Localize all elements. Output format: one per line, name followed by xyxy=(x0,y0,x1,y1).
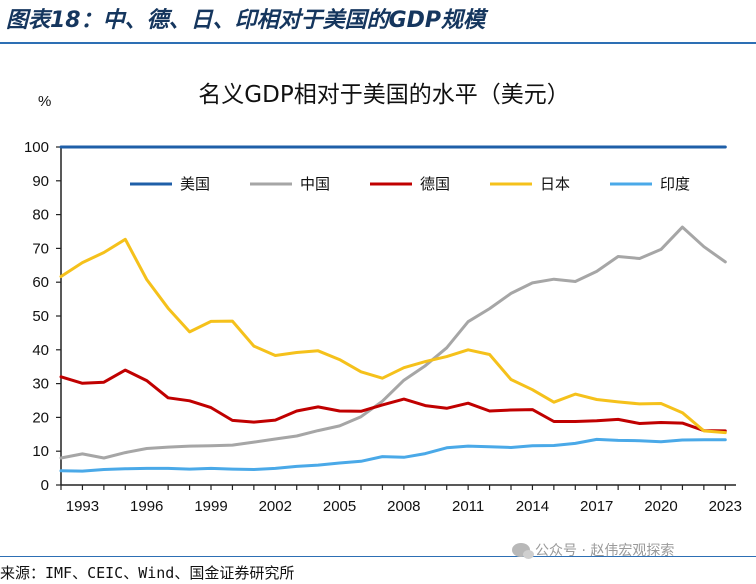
x-tick-label: 2023 xyxy=(709,498,742,515)
wechat-icon xyxy=(512,543,534,559)
legend-label: 日本 xyxy=(540,175,570,193)
series-line-3 xyxy=(59,237,727,435)
y-tick-label: 30 xyxy=(32,376,49,393)
x-tick-label: 2011 xyxy=(452,498,484,515)
series-line-1 xyxy=(59,225,727,460)
source-note: 来源：IMF、CEIC、Wind、国金证券研究所 xyxy=(0,564,295,582)
x-tick-label: 2020 xyxy=(644,498,677,515)
y-tick-label: 70 xyxy=(32,240,49,257)
y-tick-label: 60 xyxy=(32,274,49,291)
y-axis-label: % xyxy=(38,93,51,110)
x-tick-label: 2002 xyxy=(259,498,292,515)
figure-title: 图表18：中、德、日、印相对于美国的GDP规模 xyxy=(6,8,486,33)
footer-divider xyxy=(0,556,756,557)
x-tick-label: 2017 xyxy=(580,498,613,515)
series-line-4 xyxy=(59,437,727,473)
x-tick-label: 2005 xyxy=(323,498,356,515)
legend-label: 美国 xyxy=(180,175,210,193)
x-tick-label: 1993 xyxy=(66,498,99,515)
y-tick-label: 100 xyxy=(24,139,49,156)
legend-label: 印度 xyxy=(660,175,690,193)
chart-title: 名义GDP相对于美国的水平（美元） xyxy=(198,82,569,108)
series-line-2 xyxy=(59,368,727,433)
x-tick-label: 1996 xyxy=(130,498,163,515)
y-tick-label: 50 xyxy=(32,308,49,325)
legend-label: 中国 xyxy=(300,175,330,193)
y-tick-label: 90 xyxy=(32,173,49,190)
y-tick-label: 10 xyxy=(32,443,49,460)
title-divider xyxy=(0,42,756,44)
watermark-text: 公众号 · 赵伟宏观探索 xyxy=(535,543,675,559)
y-tick-label: 80 xyxy=(32,207,49,224)
watermark: 公众号 · 赵伟宏观探索 xyxy=(512,540,674,560)
y-tick-label: 40 xyxy=(32,342,49,359)
line-chart: 名义GDP相对于美国的水平（美元） % 0 10 20 30 40 50 60 70 80 90 1… xyxy=(24,82,742,515)
x-tick-label: 1999 xyxy=(194,498,227,515)
x-tick-label: 2008 xyxy=(387,498,420,515)
y-tick-label: 20 xyxy=(32,409,49,426)
x-tick-label: 2014 xyxy=(516,498,549,515)
legend-label: 德国 xyxy=(420,175,450,193)
y-tick-label: 0 xyxy=(41,477,49,494)
